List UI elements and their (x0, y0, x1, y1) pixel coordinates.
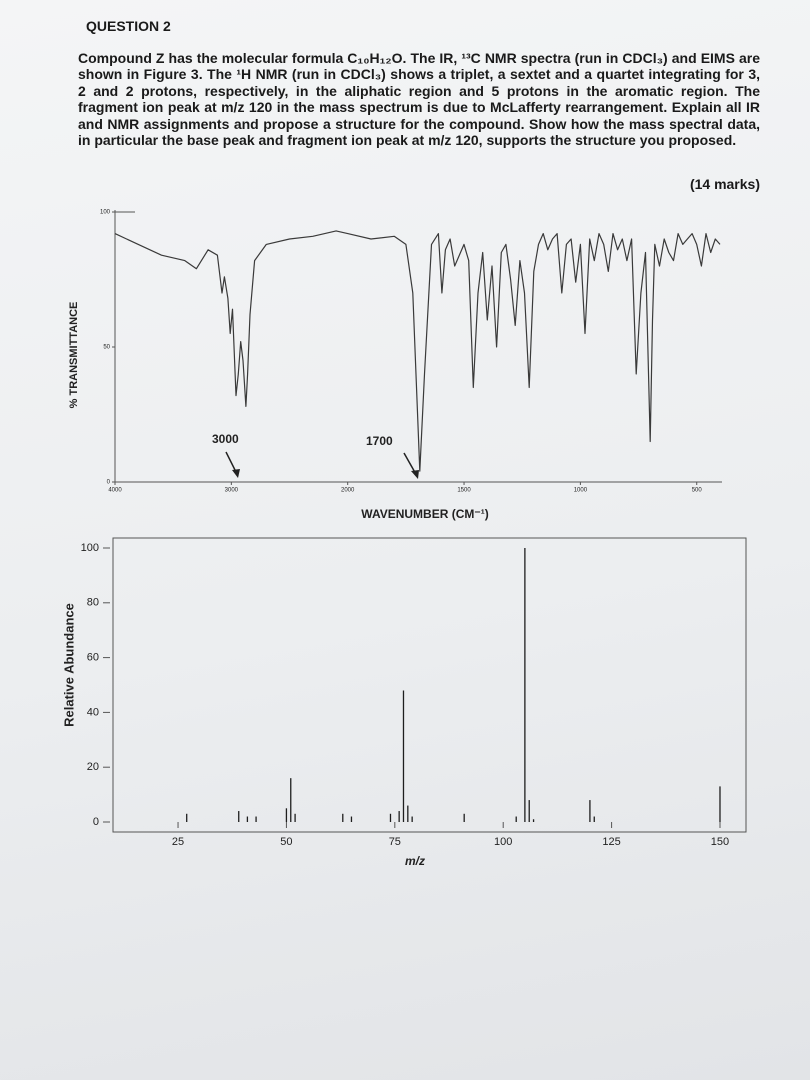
y-tick-label: 50 (103, 345, 110, 351)
x-tick-label: 3000 (225, 488, 239, 494)
plot-frame (112, 537, 747, 833)
question-text: Compound Z has the molecular formula C₁₀… (78, 50, 760, 149)
x-tick-label: 4000 (108, 488, 122, 494)
y-tick-label: 0 (93, 816, 99, 828)
y-tick-label: 0 (107, 480, 111, 486)
y-axis-label: % TRANSMITTANCE (68, 302, 80, 409)
x-tick-label: 1000 (574, 488, 588, 494)
question-heading: QUESTION 2 (86, 18, 171, 34)
x-tick-label: 500 (692, 488, 703, 494)
y-tick-label: 40 (87, 706, 99, 718)
x-tick-label: 1500 (457, 488, 471, 494)
marks: (14 marks) (689, 176, 760, 192)
arrow-head (411, 470, 419, 479)
x-tick-label: 50 (280, 836, 292, 848)
spectrum-line (114, 230, 721, 472)
x-tick-label: 25 (172, 836, 184, 848)
x-tick-label: 150 (711, 836, 729, 848)
annotation: 3000 (212, 432, 239, 446)
y-tick-label: 60 (87, 652, 99, 664)
x-tick-label: 2000 (341, 488, 355, 494)
x-tick-label: 100 (494, 836, 512, 848)
x-axis-label: WAVENUMBER (CM⁻¹) (361, 507, 488, 521)
x-axis-label: m/z (405, 854, 425, 868)
y-tick-label: 100 (100, 210, 111, 216)
y-tick-label: 80 (87, 597, 99, 609)
x-tick-label: 125 (602, 836, 620, 848)
y-tick-label: 20 (87, 761, 99, 773)
arrow-head (232, 469, 240, 478)
y-tick-label: 100 (81, 542, 99, 554)
x-tick-label: 75 (389, 836, 401, 848)
annotation: 1700 (366, 434, 393, 448)
y-axis-label: Relative Abundance (61, 603, 76, 727)
